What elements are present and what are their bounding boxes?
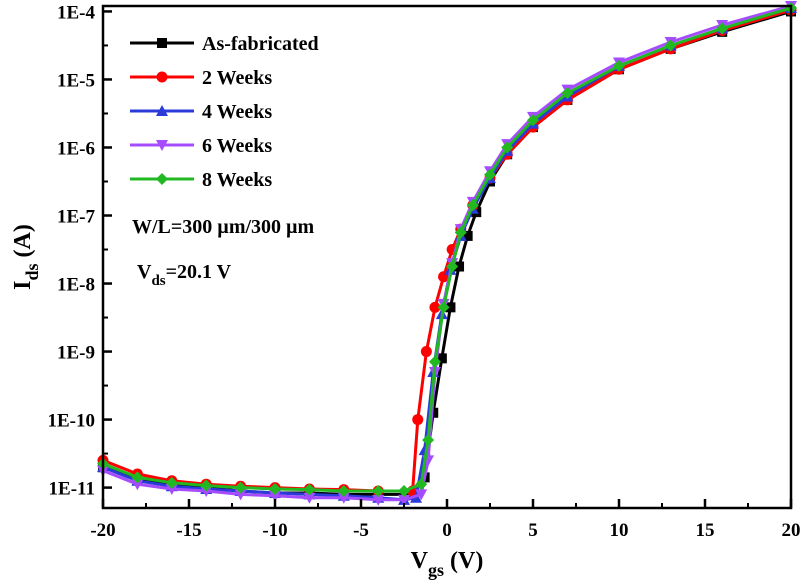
legend-marker [157, 38, 167, 48]
x-axis-ticks: -20 -15 -10 -5 0 5 10 15 20 [90, 499, 801, 541]
data-point [398, 484, 410, 497]
data-point [269, 482, 281, 495]
series-5 [97, 2, 797, 497]
x-tick-label: -15 [176, 520, 201, 541]
legend-item: 2 Weeks [130, 67, 272, 89]
data-point [466, 199, 479, 212]
data-point [446, 260, 459, 273]
x-tick-label: 15 [696, 520, 715, 541]
data-point [415, 489, 428, 501]
data-point [436, 353, 447, 364]
y-tick-label: 1E-8 [57, 275, 95, 296]
data-point [415, 478, 428, 491]
data-point [420, 346, 432, 358]
legend-label: As-fabricated [202, 33, 319, 55]
legend-marker [156, 140, 168, 151]
data-point [422, 433, 435, 446]
legend-marker [156, 71, 168, 83]
data-point [165, 476, 178, 489]
data-point [462, 230, 473, 241]
legend-marker [156, 173, 168, 185]
data-point [200, 479, 213, 492]
data-point [234, 489, 247, 501]
y-tick-label: 1E-10 [48, 411, 96, 432]
legend-label: 8 Weeks [202, 169, 272, 191]
y-axis-title-unit: (A) [10, 224, 36, 263]
x-tick-label: 5 [528, 520, 538, 541]
data-point [303, 483, 316, 496]
data-point [561, 87, 574, 100]
y-tick-label: 1E-11 [49, 479, 95, 500]
data-point [437, 301, 450, 314]
x-tick-label: 20 [782, 520, 801, 541]
data-point [131, 479, 144, 491]
data-point [303, 492, 316, 504]
x-tick-label: -10 [262, 520, 287, 541]
y-axis-title: Ids (A) [10, 224, 42, 290]
data-point [372, 494, 385, 506]
legend-marker [156, 105, 168, 116]
legend-item: 4 Weeks [130, 101, 272, 123]
y-tick-label: 1E-9 [57, 343, 95, 364]
data-point [337, 484, 350, 497]
x-axis-title-unit: (V) [444, 548, 483, 574]
legend-item: 6 Weeks [130, 135, 272, 157]
series-layer [97, 1, 797, 506]
y-axis-title-main: I [10, 281, 36, 290]
legend-label: 6 Weeks [202, 135, 272, 157]
x-tick-label: 10 [610, 520, 629, 541]
data-point [398, 494, 410, 506]
x-tick-label: -20 [90, 520, 115, 541]
y-axis-ticks: 1E-11 1E-10 1E-9 1E-8 1E-7 1E-6 1E-5 1E-4 [48, 2, 112, 500]
legend-label: 4 Weeks [202, 101, 272, 123]
data-point [234, 481, 247, 494]
y-tick-label: 1E-4 [57, 2, 96, 23]
data-point [429, 301, 441, 313]
data-point [454, 226, 467, 239]
annotation-wl: W/L=300 µm/300 µm [132, 216, 315, 238]
legend-item: 8 Weeks [130, 169, 272, 191]
data-point [337, 492, 350, 504]
x-tick-label: -5 [353, 520, 369, 541]
y-tick-label: 1E-5 [57, 70, 95, 91]
annotation-vds: Vds=20.1 V [137, 261, 232, 289]
data-point [269, 490, 281, 502]
x-axis-title-sub: gs [428, 560, 444, 580]
data-point [412, 414, 424, 426]
data-point [454, 261, 465, 272]
x-axis-title-main: V [411, 548, 429, 574]
y-tick-label: 1E-7 [57, 207, 96, 228]
data-point [445, 302, 456, 313]
y-axis-title-sub: ds [22, 263, 42, 280]
y-tick-label: 1E-6 [57, 138, 95, 159]
data-point [131, 471, 144, 484]
annotation-vds-value: =20.1 V [166, 261, 232, 283]
legend-item: As-fabricated [130, 33, 319, 55]
data-point [613, 59, 625, 72]
x-axis-title: Vgs (V) [411, 548, 484, 580]
data-point [165, 483, 178, 495]
data-point [501, 141, 514, 154]
annotation-vds-main: V [137, 261, 152, 283]
annotation-vds-sub: ds [151, 273, 165, 289]
data-point [484, 168, 496, 181]
legend: As-fabricated 2 Weeks 4 Weeks 6 Weeks 8 Week… [130, 33, 319, 191]
data-point [428, 355, 441, 368]
data-point [716, 22, 729, 35]
data-point [664, 39, 677, 52]
x-tick-label: 0 [442, 520, 452, 541]
legend-label: 2 Weeks [202, 67, 272, 89]
data-point [372, 484, 385, 497]
data-point [527, 114, 539, 127]
